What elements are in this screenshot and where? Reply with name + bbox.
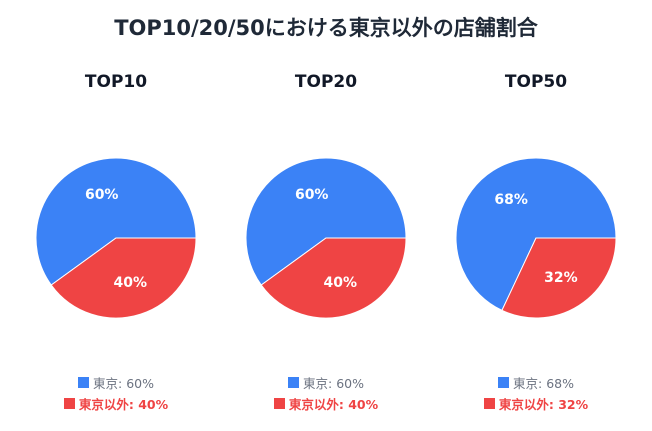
pie-slice-outside [260, 237, 407, 319]
pie-label-tokyo: 60% [85, 187, 119, 203]
legend-label-outside: 東京以外: 40% [288, 397, 379, 412]
legend-label-tokyo: 東京: 60% [93, 376, 154, 391]
legend-item-tokyo: 東京: 68% [436, 372, 636, 393]
legend-item-outside: 東京以外: 32% [436, 393, 636, 414]
pie-chart: 68% 32% [455, 157, 617, 319]
legend-swatch-tokyo [78, 377, 90, 388]
pie-label-tokyo: 68% [494, 192, 528, 208]
legend-label-tokyo: 東京: 60% [303, 376, 364, 391]
pie-panel-top50: TOP50 68% 32% 東京: 68% 東京以外: 32% [436, 0, 636, 431]
legend-swatch-outside [63, 398, 75, 409]
pie-slice-tokyo [35, 157, 197, 286]
pie-title: TOP50 [504, 72, 568, 92]
legend-swatch-outside [273, 398, 285, 409]
legend-item-outside: 東京以外: 40% [16, 393, 216, 414]
pie-chart: 60% 40% [35, 157, 197, 319]
legend-swatch-outside [483, 398, 495, 409]
legend: 東京: 60% 東京以外: 40% [16, 372, 216, 414]
pie-label-tokyo: 60% [295, 187, 329, 203]
pie-slice-outside [50, 237, 197, 319]
legend-swatch-tokyo [288, 377, 300, 388]
pie-title: TOP20 [294, 72, 358, 92]
pie-slice-tokyo [455, 157, 617, 312]
legend: 東京: 68% 東京以外: 32% [436, 372, 636, 414]
pie-slice-outside [501, 237, 617, 319]
pie-label-outside: 40% [324, 275, 358, 291]
legend-label-tokyo: 東京: 68% [513, 376, 574, 391]
legend-item-outside: 東京以外: 40% [226, 393, 426, 414]
legend-label-outside: 東京以外: 40% [78, 397, 169, 412]
legend-item-tokyo: 東京: 60% [16, 372, 216, 393]
pie-slice-tokyo [245, 157, 407, 286]
legend: 東京: 60% 東京以外: 40% [226, 372, 426, 414]
legend-item-tokyo: 東京: 60% [226, 372, 426, 393]
pie-title: TOP10 [84, 72, 148, 92]
pie-label-outside: 32% [544, 270, 578, 286]
chart-title: TOP10/20/50における東京以外の店舗割合 [114, 16, 538, 40]
pie-chart: 60% 40% [245, 157, 407, 319]
legend-swatch-tokyo [498, 377, 510, 388]
pie-label-outside: 40% [114, 275, 148, 291]
pie-panel-top20: TOP20 60% 40% 東京: 60% 東京以外: 40% [226, 0, 426, 431]
legend-label-outside: 東京以外: 32% [498, 397, 589, 412]
pie-panel-top10: TOP10 60% 40% 東京: 60% 東京以外: 40% [16, 0, 216, 431]
